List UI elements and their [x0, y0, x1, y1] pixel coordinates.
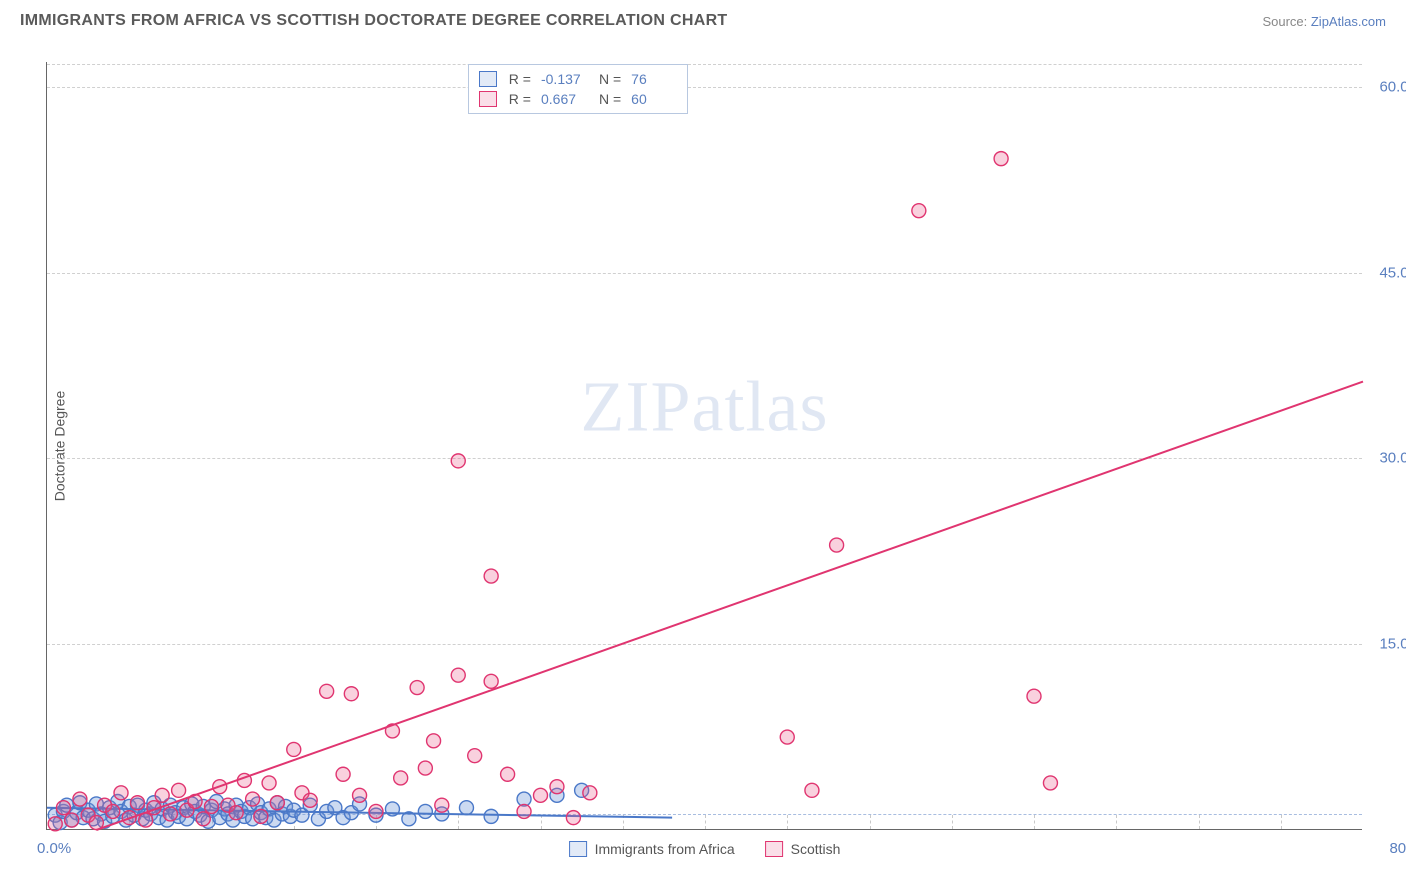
data-point	[912, 204, 926, 218]
data-point	[353, 788, 367, 802]
data-point	[65, 813, 79, 827]
data-point	[418, 761, 432, 775]
data-point	[459, 801, 473, 815]
data-point	[566, 811, 580, 825]
r-label: R =	[509, 91, 531, 107]
series-label: Immigrants from Africa	[595, 841, 735, 857]
series-label: Scottish	[791, 841, 841, 857]
y-tick-label: 60.0%	[1379, 78, 1406, 95]
n-value: 76	[631, 71, 677, 87]
y-tick-label: 45.0%	[1379, 264, 1406, 281]
series-legend-item: Scottish	[765, 841, 841, 857]
data-point	[410, 681, 424, 695]
data-point	[501, 767, 515, 781]
data-point	[303, 793, 317, 807]
data-point	[1027, 689, 1041, 703]
data-point	[73, 792, 87, 806]
data-point	[48, 817, 62, 831]
data-point	[205, 799, 219, 813]
chart-header: IMMIGRANTS FROM AFRICA VS SCOTTISH DOCTO…	[0, 0, 1406, 38]
data-point	[320, 684, 334, 698]
n-label: N =	[599, 91, 621, 107]
data-point	[468, 749, 482, 763]
legend-swatch	[569, 841, 587, 857]
data-point	[262, 776, 276, 790]
r-value: -0.137	[541, 71, 587, 87]
series-legend: Immigrants from Africa Scottish	[569, 841, 841, 857]
data-point	[427, 734, 441, 748]
data-point	[287, 742, 301, 756]
data-point	[484, 809, 498, 823]
data-point	[114, 786, 128, 800]
data-point	[451, 668, 465, 682]
y-tick-label: 15.0%	[1379, 636, 1406, 653]
data-point	[172, 783, 186, 797]
regression-line	[96, 382, 1363, 830]
x-axis-origin-label: 0.0%	[37, 840, 71, 857]
data-point	[130, 796, 144, 810]
n-label: N =	[599, 71, 621, 87]
legend-row: R = 0.667 N = 60	[479, 89, 677, 109]
data-point	[583, 786, 597, 800]
y-tick-label: 30.0%	[1379, 450, 1406, 467]
legend-swatch	[479, 71, 497, 87]
data-point	[196, 812, 210, 826]
data-point	[484, 674, 498, 688]
n-value: 60	[631, 91, 677, 107]
data-point	[254, 809, 268, 823]
correlation-legend: R = -0.137 N = 76 R = 0.667 N = 60	[468, 64, 688, 114]
data-point	[163, 807, 177, 821]
data-point	[270, 796, 284, 810]
data-point	[484, 569, 498, 583]
data-point	[229, 806, 243, 820]
data-point	[106, 804, 120, 818]
source-link[interactable]: ZipAtlas.com	[1311, 14, 1386, 29]
r-value: 0.667	[541, 91, 587, 107]
legend-swatch	[765, 841, 783, 857]
data-point	[550, 780, 564, 794]
data-point	[994, 152, 1008, 166]
data-point	[336, 767, 350, 781]
data-point	[780, 730, 794, 744]
source-attribution: Source: ZipAtlas.com	[1262, 14, 1386, 29]
data-point	[805, 783, 819, 797]
data-point	[344, 687, 358, 701]
data-point	[418, 804, 432, 818]
data-point	[369, 804, 383, 818]
data-point	[56, 801, 70, 815]
data-point	[1043, 776, 1057, 790]
scatter-plot-svg	[47, 62, 1362, 829]
data-point	[830, 538, 844, 552]
chart-title: IMMIGRANTS FROM AFRICA VS SCOTTISH DOCTO…	[20, 12, 728, 30]
data-point	[246, 792, 260, 806]
legend-swatch	[479, 91, 497, 107]
chart-plot-area: ZIPatlas 15.0%30.0%45.0%60.0% R =-0.137N…	[46, 62, 1362, 830]
legend-row: R = -0.137 N = 76	[479, 69, 677, 89]
data-point	[534, 788, 548, 802]
data-point	[435, 798, 449, 812]
data-point	[451, 454, 465, 468]
data-point	[155, 788, 169, 802]
source-prefix: Source:	[1262, 14, 1310, 29]
x-axis-max-label: 80.0%	[1389, 840, 1406, 857]
series-legend-item: Immigrants from Africa	[569, 841, 735, 857]
data-point	[394, 771, 408, 785]
r-label: R =	[509, 71, 531, 87]
data-point	[517, 804, 531, 818]
